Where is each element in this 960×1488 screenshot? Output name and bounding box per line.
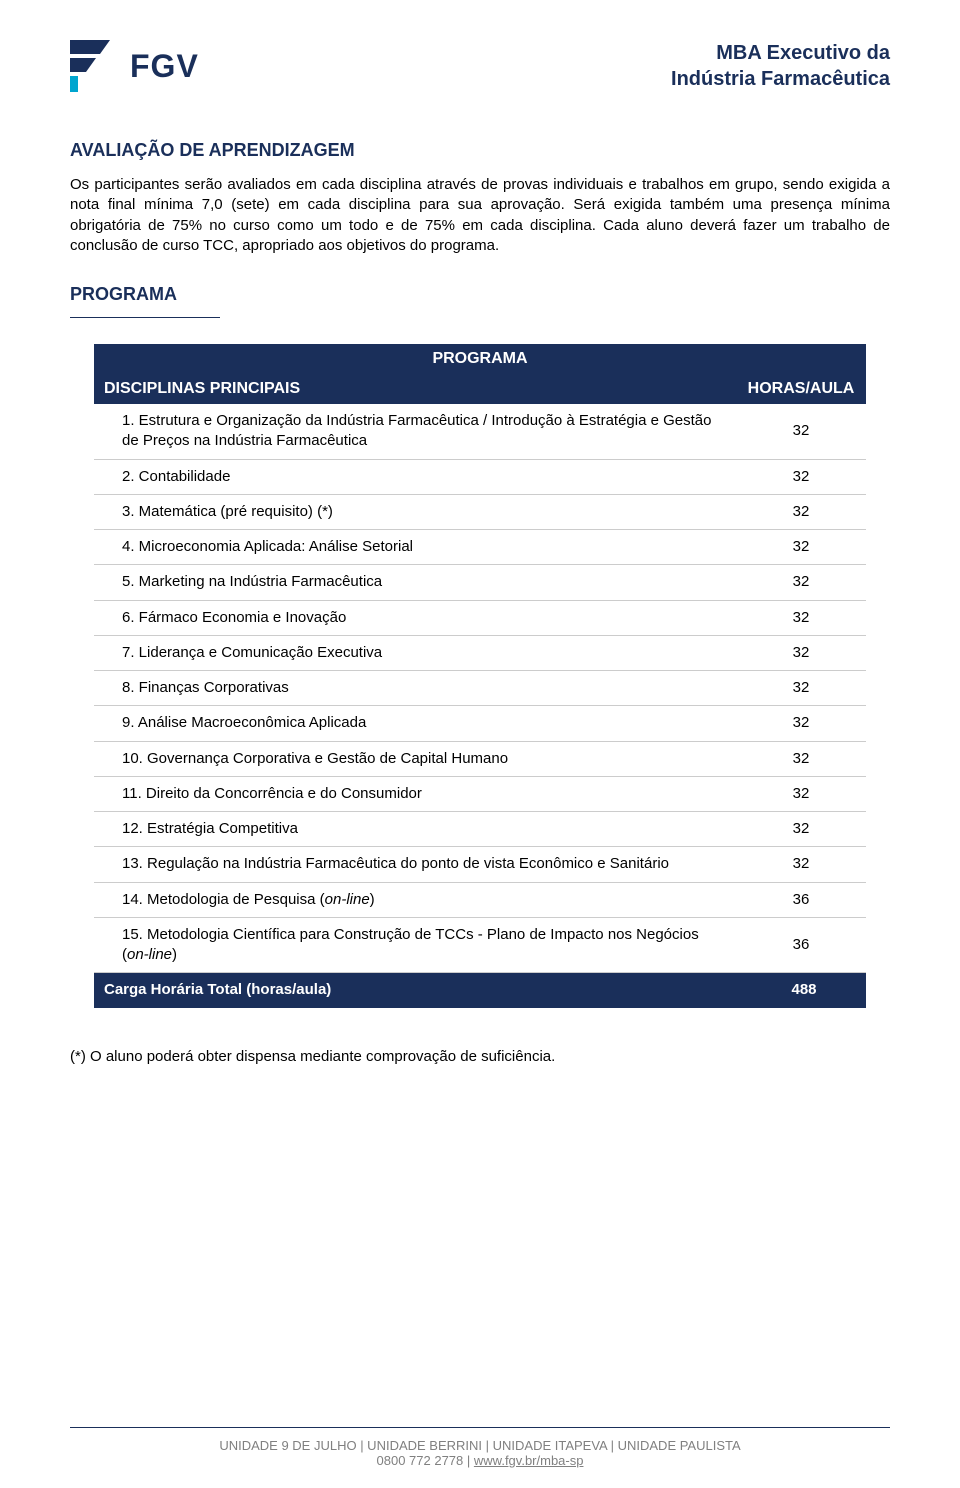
discipline-cell: 12. Estratégia Competitiva <box>94 812 736 847</box>
logo: FGV <box>70 40 199 92</box>
hours-cell: 36 <box>736 917 866 973</box>
table-row: 15. Metodologia Científica para Construç… <box>94 917 866 973</box>
discipline-cell: 3. Matemática (pré requisito) (*) <box>94 494 736 529</box>
hours-cell: 32 <box>736 671 866 706</box>
table-row: 10. Governança Corporativa e Gestão de C… <box>94 741 866 776</box>
hours-cell: 32 <box>736 404 866 459</box>
table-row: 13. Regulação na Indústria Farmacêutica … <box>94 847 866 882</box>
page-footer: UNIDADE 9 DE JULHO | UNIDADE BERRINI | U… <box>70 1427 890 1468</box>
discipline-cell: 9. Análise Macroeconômica Aplicada <box>94 706 736 741</box>
table-row: 5. Marketing na Indústria Farmacêutica32 <box>94 565 866 600</box>
footnote: (*) O aluno poderá obter dispensa median… <box>70 1048 890 1065</box>
discipline-cell: 7. Liderança e Comunicação Executiva <box>94 635 736 670</box>
page-header: FGV MBA Executivo da Indústria Farmacêut… <box>70 40 890 92</box>
section-title-program: PROGRAMA <box>70 284 890 305</box>
total-hours: 488 <box>736 973 866 1008</box>
footer-link[interactable]: www.fgv.br/mba-sp <box>474 1453 584 1468</box>
table-row: 7. Liderança e Comunicação Executiva32 <box>94 635 866 670</box>
hours-cell: 32 <box>736 565 866 600</box>
footer-units: UNIDADE 9 DE JULHO | UNIDADE BERRINI | U… <box>70 1438 890 1453</box>
fgv-logo-icon <box>70 40 124 92</box>
hours-cell: 32 <box>736 600 866 635</box>
title-line-1: MBA Executivo da <box>671 40 890 66</box>
table-row: 8. Finanças Corporativas32 <box>94 671 866 706</box>
footer-sep: | <box>463 1453 474 1468</box>
section-title-evaluation: AVALIAÇÃO DE APRENDIZAGEM <box>70 140 890 161</box>
table-row: 9. Análise Macroeconômica Aplicada32 <box>94 706 866 741</box>
hours-cell: 32 <box>736 776 866 811</box>
hours-cell: 32 <box>736 706 866 741</box>
document-title: MBA Executivo da Indústria Farmacêutica <box>671 40 890 92</box>
hours-cell: 32 <box>736 494 866 529</box>
discipline-cell: 11. Direito da Concorrência e do Consumi… <box>94 776 736 811</box>
discipline-cell: 14. Metodologia de Pesquisa (on-line) <box>94 882 736 917</box>
discipline-cell: 13. Regulação na Indústria Farmacêutica … <box>94 847 736 882</box>
table-title: PROGRAMA <box>94 344 866 374</box>
hours-cell: 32 <box>736 741 866 776</box>
discipline-cell: 10. Governança Corporativa e Gestão de C… <box>94 741 736 776</box>
title-line-2: Indústria Farmacêutica <box>671 66 890 92</box>
hours-cell: 32 <box>736 635 866 670</box>
hours-cell: 32 <box>736 812 866 847</box>
program-table: PROGRAMA DISCIPLINAS PRINCIPAIS HORAS/AU… <box>94 344 866 1008</box>
discipline-cell: 2. Contabilidade <box>94 459 736 494</box>
table-row: 4. Microeconomia Aplicada: Análise Setor… <box>94 530 866 565</box>
col-disciplines: DISCIPLINAS PRINCIPAIS <box>94 374 736 404</box>
discipline-cell: 1. Estrutura e Organização da Indústria … <box>94 404 736 459</box>
table-row: 12. Estratégia Competitiva32 <box>94 812 866 847</box>
evaluation-body: Os participantes serão avaliados em cada… <box>70 175 890 256</box>
col-hours: HORAS/AULA <box>736 374 866 404</box>
table-row: 14. Metodologia de Pesquisa (on-line)36 <box>94 882 866 917</box>
table-row: 2. Contabilidade32 <box>94 459 866 494</box>
section-underline <box>70 317 220 318</box>
table-row: 1. Estrutura e Organização da Indústria … <box>94 404 866 459</box>
logo-text: FGV <box>130 48 199 85</box>
footer-phone: 0800 772 2778 <box>377 1453 464 1468</box>
hours-cell: 32 <box>736 530 866 565</box>
discipline-cell: 8. Finanças Corporativas <box>94 671 736 706</box>
hours-cell: 32 <box>736 847 866 882</box>
total-label: Carga Horária Total (horas/aula) <box>94 973 736 1008</box>
hours-cell: 36 <box>736 882 866 917</box>
discipline-cell: 6. Fármaco Economia e Inovação <box>94 600 736 635</box>
discipline-cell: 5. Marketing na Indústria Farmacêutica <box>94 565 736 600</box>
hours-cell: 32 <box>736 459 866 494</box>
table-row: 3. Matemática (pré requisito) (*)32 <box>94 494 866 529</box>
table-row: 11. Direito da Concorrência e do Consumi… <box>94 776 866 811</box>
table-row: 6. Fármaco Economia e Inovação32 <box>94 600 866 635</box>
discipline-cell: 4. Microeconomia Aplicada: Análise Setor… <box>94 530 736 565</box>
discipline-cell: 15. Metodologia Científica para Construç… <box>94 917 736 973</box>
